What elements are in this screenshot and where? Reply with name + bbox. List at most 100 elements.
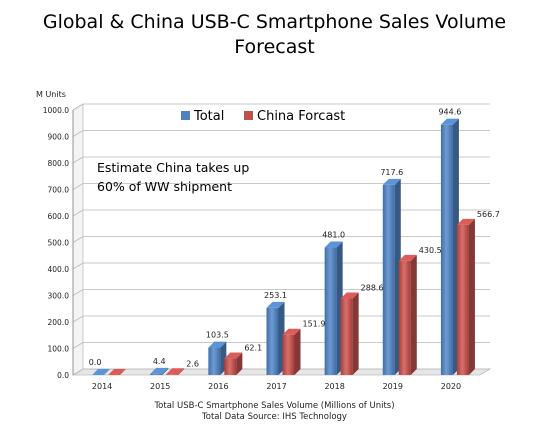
bar-front — [150, 373, 163, 375]
bar-total-2018 — [324, 241, 343, 375]
bar-front — [340, 298, 353, 375]
data-label-total-2017: 253.1 — [264, 291, 287, 300]
x-axis: 2014 2015 2016 2017 2018 2019 2020 — [92, 382, 461, 391]
gridline — [72, 262, 490, 270]
chart-title: Global & China USB-C Smartphone Sales Vo… — [0, 10, 549, 60]
bar-side — [468, 218, 475, 375]
bar-front — [282, 334, 295, 375]
data-label-total-2016: 103.5 — [206, 331, 229, 340]
y-tick-label: 600.0 — [48, 212, 70, 221]
y-tick-label: 200.0 — [48, 318, 70, 327]
legend-swatch-china — [244, 111, 253, 120]
gridline — [72, 236, 490, 243]
bar-top — [224, 352, 243, 359]
data-label-china-2015: 2.6 — [186, 359, 199, 368]
x-tick-label: 2014 — [92, 382, 112, 391]
bar-china-2014 — [108, 369, 127, 375]
bar-total-2020 — [440, 118, 459, 375]
bar-top — [92, 369, 111, 375]
bar-china-2019 — [398, 254, 417, 375]
footer-line-1: Total USB-C Smartphone Sales Volume (Mil… — [154, 401, 395, 411]
bar-total-2016 — [208, 341, 227, 375]
bar-front — [208, 347, 221, 375]
bar-total-2014 — [92, 369, 111, 375]
x-tick-label: 2015 — [150, 382, 170, 391]
gridline — [72, 209, 490, 217]
annotation: Estimate China takes up 60% of WW shipme… — [97, 160, 249, 194]
bar-top — [208, 341, 227, 348]
bar-front — [398, 260, 411, 375]
gridline — [72, 156, 490, 164]
footer-line-2: Total Data Source: IHS Technology — [202, 412, 347, 422]
data-labels: 0.0 4.4 2.6 103.5 62.1 253.1 151.9 481.0 288.6 71… — [89, 108, 500, 369]
bar-front — [382, 184, 395, 375]
bar-china-2020 — [456, 218, 475, 375]
bar-top — [166, 368, 185, 375]
legend-label-total: Total — [193, 109, 224, 124]
gridline — [72, 103, 490, 111]
data-label-china-2017: 151.9 — [303, 320, 326, 329]
data-label-china-2019: 430.5 — [419, 246, 442, 255]
bars — [92, 118, 475, 375]
y-tick-label: 0.0 — [57, 371, 69, 380]
gridline — [72, 130, 490, 137]
x-tick-label: 2020 — [441, 382, 461, 391]
bar-side — [236, 352, 243, 375]
legend: Total China Forcast — [181, 109, 345, 124]
data-label-china-2016: 62.1 — [244, 344, 262, 353]
data-label-total-2020: 944.6 — [438, 108, 461, 117]
data-label-total-2015: 4.4 — [153, 357, 166, 366]
bar-front — [224, 358, 237, 375]
bar-front — [166, 374, 179, 375]
gridline — [72, 289, 490, 296]
bar-total-2015 — [150, 367, 169, 375]
bar-side — [352, 292, 359, 375]
bar-side — [410, 254, 417, 375]
bar-china-2015 — [166, 368, 185, 375]
y-tick-label: 700.0 — [48, 186, 70, 195]
bar-top — [324, 241, 343, 248]
x-tick-label: 2016 — [208, 382, 228, 391]
bar-top — [340, 292, 359, 299]
bar-side — [178, 368, 185, 375]
y-tick-label: 500.0 — [48, 239, 70, 248]
gridline — [72, 183, 490, 190]
bar-china-2016 — [224, 352, 243, 375]
gridlines — [72, 103, 490, 376]
bar-top — [382, 178, 401, 185]
data-label-china-2020: 566.7 — [477, 210, 500, 219]
y-tick-label: 900.0 — [48, 133, 70, 142]
bar-front — [456, 224, 469, 375]
bar-front — [324, 247, 337, 375]
bar-china-2017 — [282, 328, 301, 375]
data-label-china-2018: 288.6 — [361, 284, 384, 293]
bar-top — [456, 218, 475, 225]
bar-top — [282, 328, 301, 335]
x-tick-label: 2019 — [383, 382, 403, 391]
bar-top — [266, 301, 285, 308]
bar-top — [440, 118, 459, 125]
annotation-line-2: 60% of WW shipment — [97, 179, 232, 194]
y-axis: 0.0 100.0 200.0 300.0 400.0 500.0 600.0 700.0 80… — [43, 106, 74, 380]
y-tick-label: 400.0 — [48, 265, 70, 274]
chart-title-line-2: Forecast — [234, 36, 315, 58]
bar-top — [150, 367, 169, 374]
y-tick-label: 100.0 — [48, 345, 70, 354]
bar-side — [162, 367, 169, 375]
y-tick-label: 300.0 — [48, 292, 70, 301]
chart-title-line-1: Global & China USB-C Smartphone Sales Vo… — [42, 11, 507, 33]
bar-front — [440, 124, 453, 375]
bar-total-2019 — [382, 178, 401, 375]
bar-front — [266, 307, 279, 375]
bar-total-2017 — [266, 301, 285, 375]
y-tick-label: 800.0 — [48, 159, 70, 168]
x-tick-label: 2018 — [324, 382, 344, 391]
data-label-total-2018: 481.0 — [322, 231, 345, 240]
y-tick-label: 1000.0 — [43, 106, 69, 115]
data-label-total-2014: 0.0 — [89, 358, 102, 367]
legend-label-china: China Forcast — [257, 109, 345, 124]
bar-side — [294, 328, 301, 375]
data-label-total-2019: 717.6 — [380, 168, 403, 177]
bar-china-2018 — [340, 292, 359, 375]
